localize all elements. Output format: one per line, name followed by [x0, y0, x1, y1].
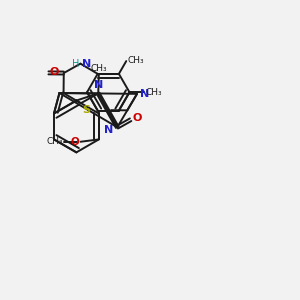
Text: N: N — [104, 124, 114, 135]
Text: CH₃: CH₃ — [91, 64, 107, 73]
Text: H: H — [72, 58, 79, 69]
Text: CH₃: CH₃ — [46, 137, 63, 146]
Text: CH₃: CH₃ — [146, 88, 162, 97]
Text: S: S — [82, 105, 91, 115]
Text: N: N — [82, 58, 91, 69]
Text: O: O — [70, 137, 79, 147]
Text: CH₃: CH₃ — [128, 56, 144, 65]
Text: N: N — [140, 89, 149, 99]
Text: N: N — [94, 80, 104, 90]
Text: O: O — [132, 113, 142, 123]
Text: O: O — [50, 67, 59, 77]
